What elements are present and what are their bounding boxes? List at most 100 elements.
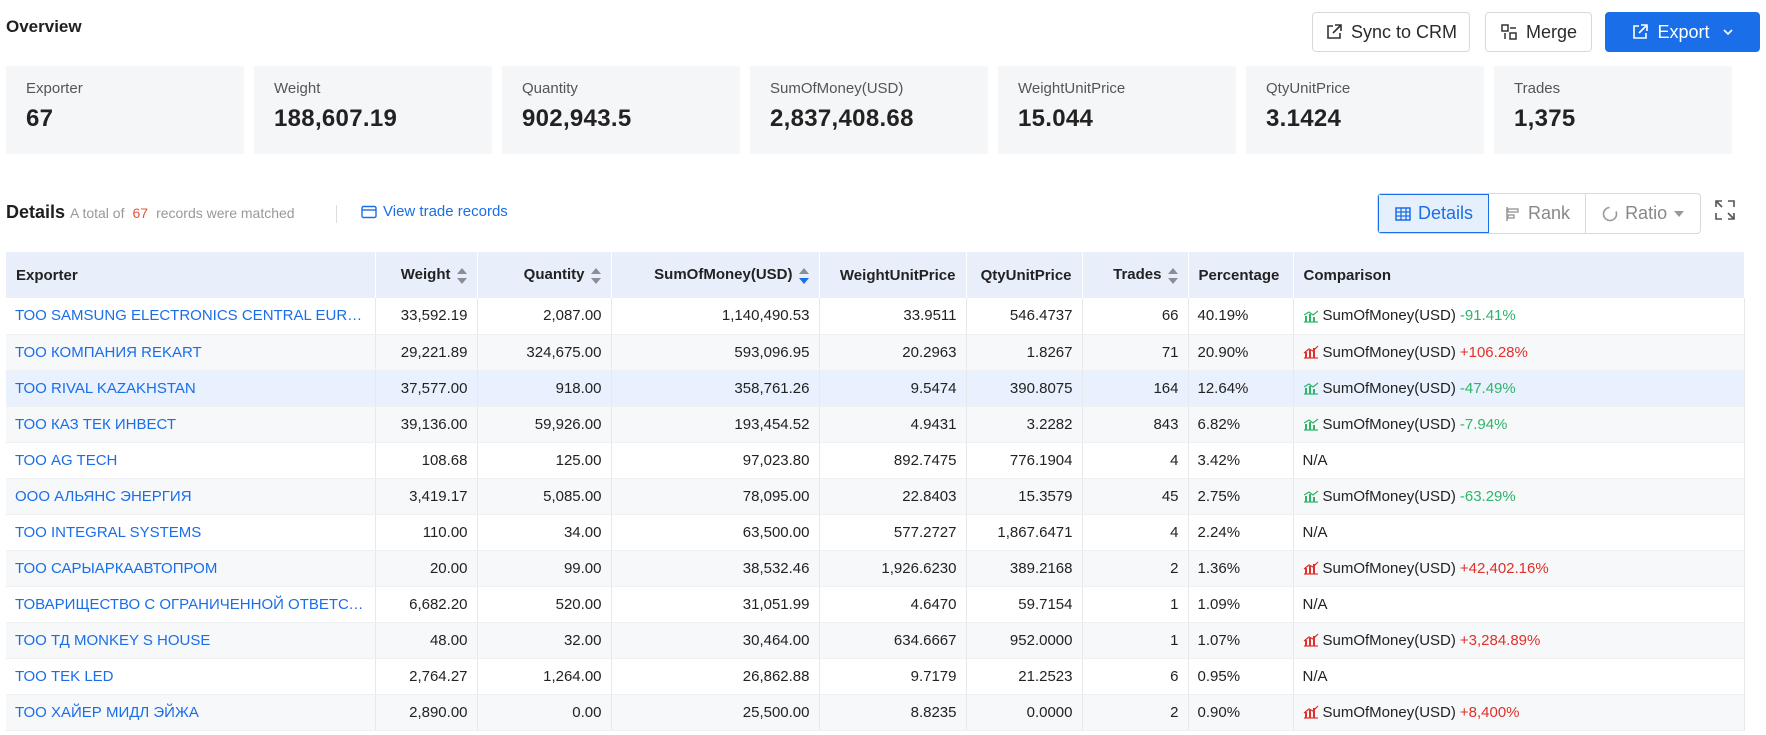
sync-to-crm-label: Sync to CRM <box>1350 21 1458 42</box>
col-comparison-label: Comparison <box>1303 266 1392 284</box>
weight-unit-price-cell: 33.9511 <box>819 298 967 335</box>
summary-card-value: 3.1424 <box>1266 105 1342 132</box>
trades-cell: 164 <box>1082 370 1189 407</box>
view-trade-records-label: View trade records <box>383 203 508 220</box>
percentage-cell: 20.90% <box>1188 334 1294 371</box>
table-row[interactable]: ТОО INTEGRAL SYSTEMS 110.00 34.00 63,500.00… <box>6 514 1745 551</box>
comparison-na: N/A <box>1302 667 1328 685</box>
summary-card: Weight 188,607.19 <box>254 66 492 154</box>
trend-green-icon <box>1303 382 1318 395</box>
exporter-name-link[interactable]: ТОО КАЗ ТЕК ИНВЕСТ <box>6 406 376 443</box>
table-row[interactable]: ТОО RIVAL KAZAKHSTAN 37,577.00 918.00 358,7… <box>6 370 1745 407</box>
qty-unit-price-cell: 546.4737 <box>966 298 1083 335</box>
comparison-cell: SumOfMoney(USD) -47.49% <box>1303 380 1735 397</box>
comparison-column-cell: N/A <box>1293 514 1745 551</box>
comparison-column-cell: SumOfMoney(USD) +3,284.89% <box>1293 622 1745 659</box>
sum-cell: 358,761.26 <box>611 370 820 407</box>
trades-cell: 6 <box>1082 658 1189 695</box>
exporter-name-link[interactable]: ТОВАРИЩЕСТВО С ОГРАНИЧЕННОЙ ОТВЕТСТВЕННО… <box>6 586 376 623</box>
records-suffix: records were matched <box>156 205 295 221</box>
details-title: Details <box>6 202 66 222</box>
exporter-name-link[interactable]: ТОО ТД MONKEY S HOUSE <box>6 622 376 659</box>
exporter-name-link[interactable]: ТОО TEK LED <box>6 658 376 695</box>
sum-cell: 193,454.52 <box>611 406 820 443</box>
exporter-name-link[interactable]: ТОО INTEGRAL SYSTEMS <box>6 514 376 551</box>
sort-desc-icon[interactable] <box>798 267 809 284</box>
comparison-change: -47.49% <box>1459 379 1516 397</box>
summary-card: Quantity 902,943.5 <box>502 66 740 154</box>
quantity-cell: 125.00 <box>477 442 612 479</box>
comparison-change: +106.28% <box>1459 343 1528 361</box>
tab-rank[interactable]: Rank <box>1489 194 1587 233</box>
col-trades[interactable]: Trades <box>1082 252 1189 298</box>
col-weight-unit-price: WeightUnitPrice <box>819 252 967 298</box>
table-row[interactable]: ТОВАРИЩЕСТВО С ОГРАНИЧЕННОЙ ОТВЕТСТВЕННО… <box>6 586 1745 623</box>
tab-details[interactable]: Details <box>1378 194 1490 233</box>
col-weight[interactable]: Weight <box>375 252 478 298</box>
trend-up-red-icon <box>1303 561 1318 575</box>
exporter-name-link[interactable]: ТОО ХАЙЕР МИДЛ ЭЙЖА <box>6 694 376 731</box>
sort-icon[interactable] <box>456 267 467 284</box>
trades-cell: 1 <box>1082 586 1189 623</box>
sort-icon[interactable] <box>1167 267 1178 284</box>
card-icon <box>361 205 377 218</box>
trades-cell: 45 <box>1082 478 1189 515</box>
table-row[interactable]: ТОО КОМПАНИЯ REKART 29,221.89 324,675.00 59… <box>6 334 1745 371</box>
trades-cell: 843 <box>1082 406 1189 443</box>
export-label: Export <box>1657 21 1710 42</box>
fullscreen-icon[interactable] <box>1713 198 1737 222</box>
percentage-cell: 1.36% <box>1188 550 1294 587</box>
trades-cell: 1 <box>1082 622 1189 659</box>
weight-unit-price-cell: 4.9431 <box>819 406 967 443</box>
weight-unit-price-cell: 9.5474 <box>819 370 967 407</box>
exporter-name-link[interactable]: ТОО САРЫАРКААВТОПРОМ <box>6 550 376 587</box>
table-row[interactable]: ООО АЛЬЯНС ЭНЕРГИЯ 3,419.17 5,085.00 78,095… <box>6 478 1745 515</box>
table-row[interactable]: ТОО КАЗ ТЕК ИНВЕСТ 39,136.00 59,926.00 193,… <box>6 406 1745 443</box>
comparison-column-cell: N/A <box>1293 586 1745 623</box>
summary-card: Trades 1,375 <box>1494 66 1732 154</box>
ratio-ring-icon <box>1602 206 1618 221</box>
weight-cell: 108.68 <box>375 442 478 479</box>
table-row[interactable]: ТОО ХАЙЕР МИДЛ ЭЙЖА 2,890.00 0.00 25,500.00… <box>6 694 1745 731</box>
exporter-name-link[interactable]: ТОО RIVAL KAZAKHSTAN <box>6 370 376 407</box>
table-row[interactable]: ТОО TEK LED 2,764.27 1,264.00 26,862.88 9.71… <box>6 658 1745 695</box>
col-qty-unit-price: QtyUnitPrice <box>966 252 1083 298</box>
qty-unit-price-cell: 1.8267 <box>966 334 1083 371</box>
table-row[interactable]: ТОО SAMSUNG ELECTRONICS CENTRAL EURASIA … <box>6 298 1745 335</box>
table-row[interactable]: ТОО ТД MONKEY S HOUSE 48.00 32.00 30,464.00… <box>6 622 1745 659</box>
percentage-cell: 40.19% <box>1188 298 1294 335</box>
table-row[interactable]: ТОО AG TECH 108.68 125.00 97,023.80 892.7475… <box>6 442 1745 479</box>
weight-cell: 2,890.00 <box>375 694 478 731</box>
exporter-name-link[interactable]: ООО АЛЬЯНС ЭНЕРГИЯ <box>6 478 376 515</box>
comparison-metric: SumOfMoney(USD) <box>1322 559 1456 577</box>
percentage-cell: 2.24% <box>1188 514 1294 551</box>
tab-ratio[interactable]: Ratio <box>1586 194 1700 233</box>
sort-icon[interactable] <box>590 267 601 284</box>
exporter-name-link[interactable]: ТОО SAMSUNG ELECTRONICS CENTRAL EURASIA … <box>6 298 376 335</box>
trades-cell: 66 <box>1082 298 1189 335</box>
col-trades-label: Trades <box>1113 266 1162 284</box>
comparison-na: N/A <box>1302 451 1328 469</box>
table-row[interactable]: ТОО САРЫАРКААВТОПРОМ 20.00 99.00 38,532.46 1… <box>6 550 1745 587</box>
weight-unit-price-cell: 892.7475 <box>819 442 967 479</box>
col-sum[interactable]: SumOfMoney(USD) <box>611 252 820 298</box>
merge-button[interactable]: Merge <box>1485 12 1592 52</box>
summary-card-value: 188,607.19 <box>274 105 398 132</box>
weight-unit-price-cell: 577.2727 <box>819 514 967 551</box>
qty-unit-price-cell: 15.3579 <box>966 478 1083 515</box>
exporter-name-link[interactable]: ТОО КОМПАНИЯ REKART <box>6 334 376 371</box>
exporter-name-link[interactable]: ТОО AG TECH <box>6 442 376 479</box>
trend-up-red-icon <box>1303 345 1318 359</box>
comparison-metric: SumOfMoney(USD) <box>1322 415 1456 433</box>
sync-to-crm-button[interactable]: Sync to CRM <box>1312 12 1470 52</box>
view-trade-records-link[interactable]: View trade records <box>361 203 508 220</box>
export-button[interactable]: Export <box>1605 12 1760 52</box>
summary-card: Exporter 67 <box>6 66 244 154</box>
comparison-change: +42,402.16% <box>1459 559 1549 577</box>
qty-unit-price-cell: 59.7154 <box>966 586 1083 623</box>
qty-unit-price-cell: 21.2523 <box>966 658 1083 695</box>
col-wup-label: WeightUnitPrice <box>839 266 956 284</box>
qty-unit-price-cell: 3.2282 <box>966 406 1083 443</box>
percentage-cell: 0.90% <box>1188 694 1294 731</box>
col-quantity[interactable]: Quantity <box>477 252 612 298</box>
